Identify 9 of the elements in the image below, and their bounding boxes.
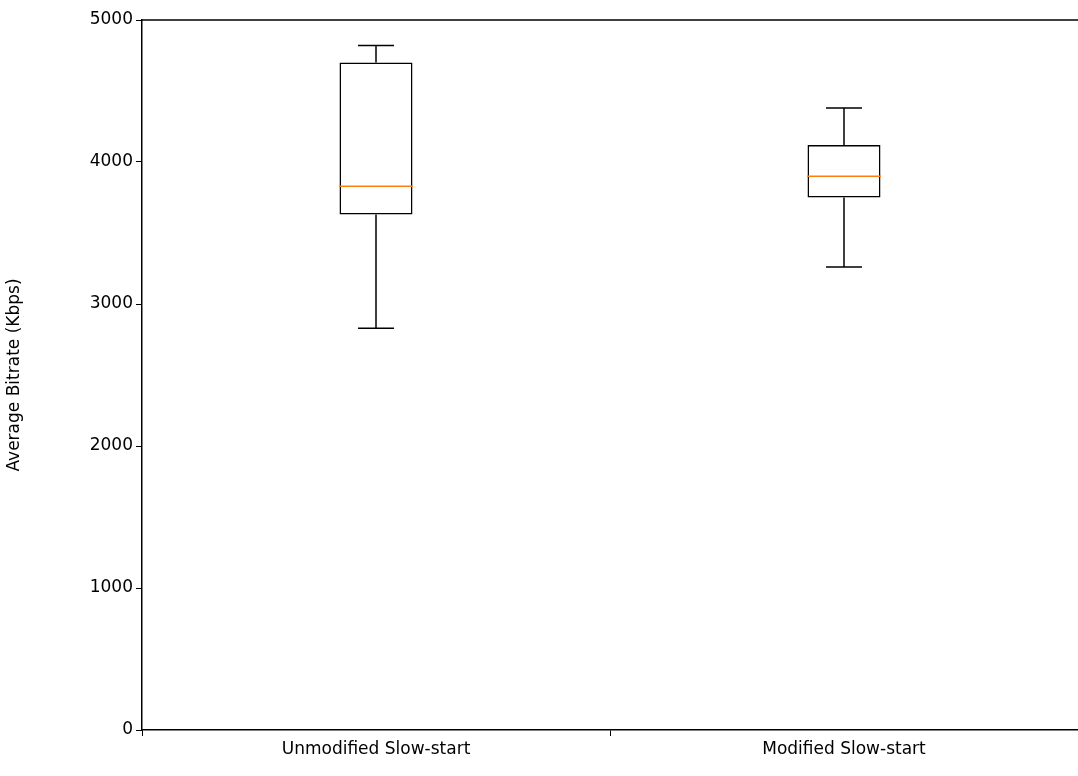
y-tick-label: 1000 (89, 576, 133, 597)
y-tick-label: 3000 (89, 292, 133, 313)
y-axis-title: Average Bitrate (Kbps) (2, 278, 23, 472)
y-tick-label: 2000 (89, 434, 133, 455)
y-tick-label: 5000 (89, 8, 133, 29)
y-tick-label: 4000 (89, 150, 133, 171)
x-tick-label: Modified Slow-start (762, 737, 927, 758)
x-tick-label: Unmodified Slow-start (281, 737, 471, 758)
y-tick-label: 0 (122, 718, 133, 739)
